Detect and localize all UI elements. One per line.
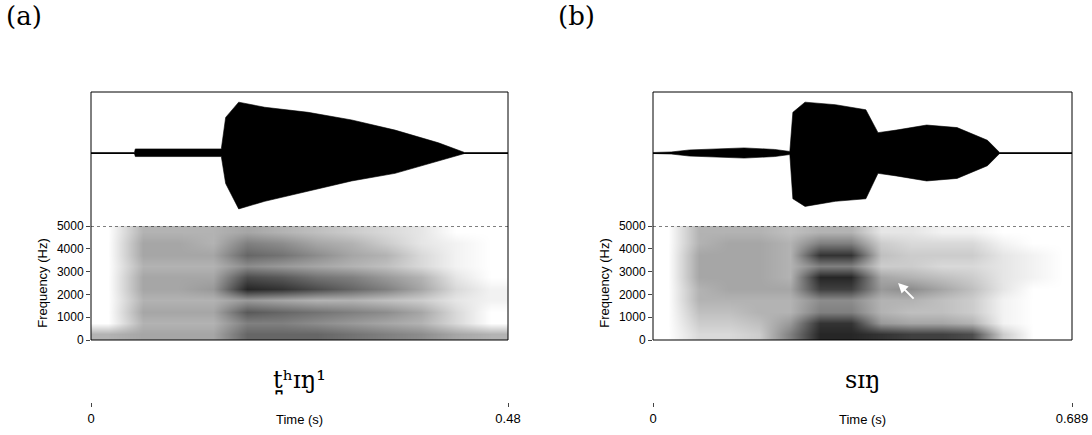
svg-text:Time (s): Time (s) [839, 412, 886, 427]
svg-text:(b): (b) [558, 1, 595, 31]
svg-text:3000: 3000 [619, 265, 646, 279]
svg-text:t̪ʰɪŋ¹: t̪ʰɪŋ¹ [273, 366, 326, 395]
svg-text:0: 0 [649, 411, 656, 426]
svg-text:Frequency (Hz): Frequency (Hz) [35, 238, 50, 328]
svg-text:0: 0 [87, 411, 94, 426]
svg-text:4000: 4000 [57, 242, 84, 256]
svg-text:0: 0 [77, 333, 84, 347]
svg-text:5000: 5000 [619, 219, 646, 233]
svg-text:1000: 1000 [619, 310, 646, 324]
svg-text:Frequency (Hz): Frequency (Hz) [597, 238, 612, 328]
svg-text:2000: 2000 [619, 288, 646, 302]
svg-text:0.48: 0.48 [495, 411, 520, 426]
svg-text:Time (s): Time (s) [276, 412, 323, 427]
svg-text:3000: 3000 [57, 265, 84, 279]
svg-text:4000: 4000 [619, 242, 646, 256]
svg-text:0.689: 0.689 [1056, 411, 1089, 426]
svg-text:2000: 2000 [57, 288, 84, 302]
svg-text:(a): (a) [6, 1, 42, 31]
svg-text:1000: 1000 [57, 310, 84, 324]
svg-text:5000: 5000 [57, 219, 84, 233]
svg-text:sɪŋ: sɪŋ [845, 366, 880, 394]
svg-text:0: 0 [639, 333, 646, 347]
